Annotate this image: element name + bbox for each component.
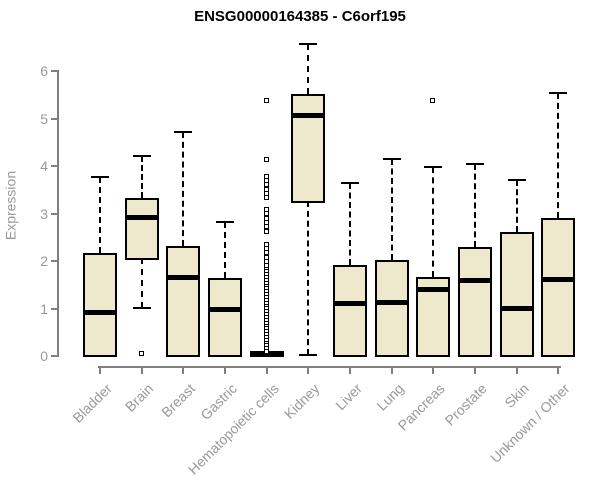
lower-whisker-cap-brain xyxy=(133,307,151,309)
x-tick xyxy=(266,366,268,374)
upper-whisker-bladder xyxy=(99,177,101,253)
upper-whisker-pancreas xyxy=(432,167,434,277)
box-breast xyxy=(166,246,200,357)
y-tick xyxy=(51,165,57,167)
upper-whisker-unknown-other xyxy=(557,93,559,218)
y-tick xyxy=(51,355,57,357)
upper-whisker-cap-breast xyxy=(174,131,192,133)
outlier-hematopoietic-cells xyxy=(264,211,269,216)
y-tick xyxy=(51,70,57,72)
y-axis-line xyxy=(57,70,59,357)
upper-whisker-cap-bladder xyxy=(91,176,109,178)
box-kidney xyxy=(291,94,325,203)
upper-whisker-prostate xyxy=(474,164,476,247)
upper-whisker-kidney xyxy=(307,44,309,94)
upper-whisker-cap-brain xyxy=(133,155,151,157)
outlier-hematopoietic-cells xyxy=(264,229,269,234)
lower-whisker-brain xyxy=(141,258,143,308)
y-axis-label: Expression xyxy=(2,170,19,241)
x-tick-label-skin: Skin xyxy=(501,380,532,411)
median-pancreas xyxy=(416,287,450,292)
outlier-hematopoietic-cells xyxy=(264,157,269,162)
upper-whisker-cap-liver xyxy=(341,182,359,184)
upper-whisker-cap-gastric xyxy=(216,221,234,223)
x-tick xyxy=(141,366,143,374)
y-tick-label: 1 xyxy=(40,301,48,317)
lower-whisker-cap-kidney xyxy=(299,354,317,356)
x-tick xyxy=(474,366,476,374)
median-lung xyxy=(375,300,409,305)
y-tick xyxy=(51,308,57,310)
x-tick xyxy=(516,366,518,374)
median-kidney xyxy=(291,113,325,118)
lower-whisker-kidney xyxy=(307,201,309,355)
x-tick-label-bladder: Bladder xyxy=(69,380,115,426)
median-unknown-other xyxy=(541,277,575,282)
outlier-pancreas xyxy=(430,98,435,103)
median-bladder xyxy=(83,310,117,315)
y-tick-label: 3 xyxy=(40,206,48,222)
x-tick-label-breast: Breast xyxy=(157,380,198,421)
x-tick xyxy=(391,366,393,374)
upper-whisker-liver xyxy=(349,183,351,265)
median-breast xyxy=(166,275,200,280)
median-gastric xyxy=(208,307,242,312)
upper-whisker-brain xyxy=(141,156,143,198)
upper-whisker-cap-prostate xyxy=(466,163,484,165)
y-tick-label: 6 xyxy=(40,63,48,79)
x-tick-label-kidney: Kidney xyxy=(281,380,323,422)
x-tick-label-brain: Brain xyxy=(122,380,157,415)
box-lung xyxy=(375,260,409,357)
x-tick-label-unknown-other: Unknown / Other xyxy=(487,380,573,466)
chart-title: ENSG00000164385 - C6orf195 xyxy=(194,8,406,25)
x-tick xyxy=(99,366,101,374)
box-gastric xyxy=(208,278,242,357)
box-brain xyxy=(125,198,159,260)
x-tick-label-lung: Lung xyxy=(373,380,407,414)
y-tick-label: 5 xyxy=(40,111,48,127)
outlier-hematopoietic-cells xyxy=(264,195,269,200)
y-tick xyxy=(51,118,57,120)
x-tick xyxy=(307,366,309,374)
outlier-hematopoietic-cells xyxy=(264,349,269,354)
upper-whisker-gastric xyxy=(224,222,226,278)
y-tick-label: 0 xyxy=(40,348,48,364)
median-brain xyxy=(125,215,159,220)
upper-whisker-breast xyxy=(182,132,184,246)
y-tick xyxy=(51,213,57,215)
x-tick xyxy=(557,366,559,374)
y-tick xyxy=(51,260,57,262)
box-liver xyxy=(333,265,367,357)
x-tick-label-liver: Liver xyxy=(331,380,365,414)
upper-whisker-cap-skin xyxy=(508,179,526,181)
x-axis-line xyxy=(98,366,561,368)
box-prostate xyxy=(458,247,492,357)
median-liver xyxy=(333,301,367,306)
median-skin xyxy=(500,306,534,311)
box-skin xyxy=(500,232,534,357)
box-unknown-other xyxy=(541,218,575,357)
upper-whisker-lung xyxy=(391,159,393,260)
outlier-hematopoietic-cells xyxy=(264,224,269,229)
outlier-hematopoietic-cells xyxy=(264,182,269,187)
outlier-hematopoietic-cells xyxy=(264,250,269,255)
y-tick-label: 2 xyxy=(40,253,48,269)
x-tick xyxy=(224,366,226,374)
upper-whisker-cap-kidney xyxy=(299,43,317,45)
outlier-hematopoietic-cells xyxy=(264,98,269,103)
upper-whisker-cap-pancreas xyxy=(424,166,442,168)
upper-whisker-cap-lung xyxy=(383,158,401,160)
x-tick xyxy=(349,366,351,374)
box-bladder xyxy=(83,253,117,357)
outlier-brain xyxy=(139,351,144,356)
x-tick xyxy=(182,366,184,374)
median-prostate xyxy=(458,278,492,283)
x-tick xyxy=(432,366,434,374)
y-tick-label: 4 xyxy=(40,158,48,174)
x-tick-label-prostate: Prostate xyxy=(441,380,490,429)
upper-whisker-cap-unknown-other xyxy=(549,92,567,94)
upper-whisker-skin xyxy=(516,180,518,232)
